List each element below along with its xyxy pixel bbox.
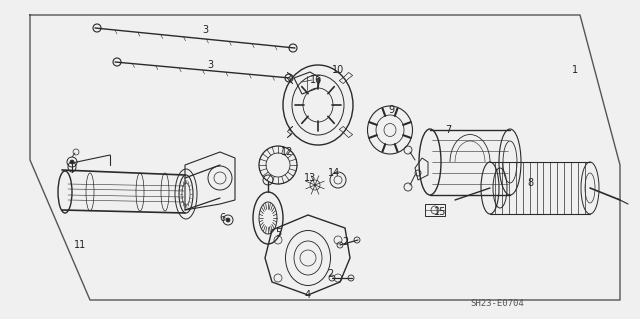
Text: 3: 3 — [207, 60, 213, 70]
Text: 6: 6 — [219, 213, 225, 223]
Text: 11: 11 — [74, 240, 86, 250]
Text: 16: 16 — [310, 75, 322, 85]
Text: 5: 5 — [275, 228, 281, 238]
Circle shape — [70, 160, 74, 164]
Text: 4: 4 — [305, 290, 311, 300]
Text: 12: 12 — [281, 147, 293, 157]
Text: 14: 14 — [328, 168, 340, 178]
Text: 13: 13 — [304, 173, 316, 183]
Text: 2: 2 — [342, 237, 348, 247]
Text: 9: 9 — [388, 105, 394, 115]
Text: 10: 10 — [332, 65, 344, 75]
Text: 7: 7 — [445, 125, 451, 135]
Text: 15: 15 — [434, 207, 446, 217]
Text: 1: 1 — [572, 65, 578, 75]
Text: SH23-E0704: SH23-E0704 — [470, 299, 524, 308]
Text: 8: 8 — [527, 178, 533, 188]
Circle shape — [226, 218, 230, 222]
Text: 2: 2 — [327, 269, 333, 279]
Text: 3: 3 — [202, 25, 208, 35]
